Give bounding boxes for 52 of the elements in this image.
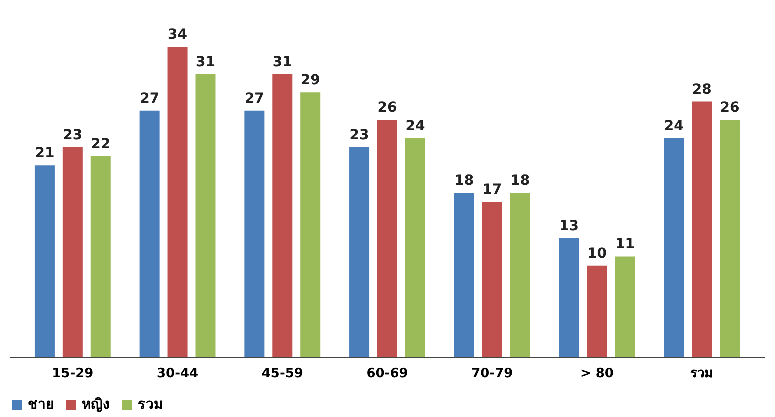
bar (454, 192, 474, 357)
bar (196, 74, 216, 357)
data-label: 11 (615, 236, 635, 253)
data-label: 23 (63, 127, 83, 144)
data-label: 31 (272, 54, 292, 70)
x-tick-label: 45-59 (262, 366, 304, 382)
x-tick-label: > 80 (580, 366, 614, 382)
bar (559, 238, 580, 357)
bar (244, 110, 265, 357)
data-label: 34 (168, 27, 188, 44)
bar (272, 74, 293, 357)
legend-label: ชาย (28, 397, 54, 413)
data-label: 29 (300, 72, 320, 89)
data-label: 21 (35, 146, 55, 162)
bar (350, 147, 370, 357)
data-label: 10 (587, 246, 608, 262)
data-label: 13 (560, 218, 579, 235)
bar (482, 202, 502, 357)
bar (140, 110, 160, 357)
x-tick-label: 15-29 (52, 366, 94, 382)
bar (90, 156, 111, 357)
x-tick-label: รวม (690, 366, 714, 382)
bar (168, 47, 188, 357)
data-label: 18 (454, 172, 474, 189)
legend-label: หญิง (82, 397, 110, 413)
data-label: 31 (196, 54, 216, 70)
x-tick-label: 60-69 (366, 366, 408, 382)
bar (34, 166, 55, 357)
data-label: 22 (91, 136, 111, 152)
bar (692, 102, 712, 357)
bar (615, 256, 636, 357)
data-label: 26 (378, 100, 398, 116)
x-tick-label: 30-44 (156, 366, 199, 382)
data-label: 18 (510, 172, 530, 189)
bar (664, 138, 684, 357)
data-label: 23 (350, 127, 370, 144)
bar (300, 92, 321, 357)
data-label: 24 (406, 118, 426, 134)
bar (720, 120, 740, 357)
data-label: 27 (244, 90, 264, 107)
data-label: 28 (692, 82, 712, 98)
bar (62, 147, 83, 357)
x-tick-label: 70-79 (472, 366, 514, 382)
data-label: 24 (664, 118, 684, 134)
bar (405, 138, 426, 357)
bar (587, 266, 608, 357)
data-label: 26 (720, 100, 740, 116)
data-label: 27 (140, 90, 160, 107)
data-label: 17 (482, 182, 502, 198)
bar (510, 192, 530, 357)
bar (378, 120, 398, 357)
legend-label: รวม (138, 397, 163, 413)
